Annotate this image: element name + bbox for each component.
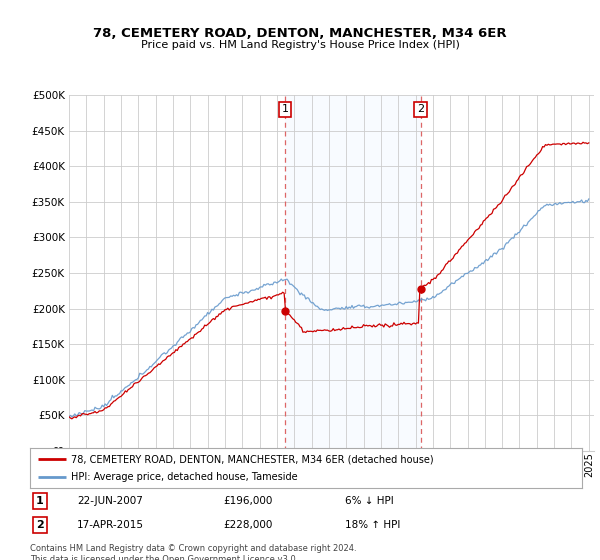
Text: £228,000: £228,000 xyxy=(223,520,272,530)
Text: £196,000: £196,000 xyxy=(223,496,272,506)
Text: 78, CEMETERY ROAD, DENTON, MANCHESTER, M34 6ER: 78, CEMETERY ROAD, DENTON, MANCHESTER, M… xyxy=(93,27,507,40)
Text: 1: 1 xyxy=(36,496,44,506)
Text: 1: 1 xyxy=(281,104,289,114)
Text: Price paid vs. HM Land Registry's House Price Index (HPI): Price paid vs. HM Land Registry's House … xyxy=(140,40,460,50)
Text: 78, CEMETERY ROAD, DENTON, MANCHESTER, M34 6ER (detached house): 78, CEMETERY ROAD, DENTON, MANCHESTER, M… xyxy=(71,454,434,464)
Text: Contains HM Land Registry data © Crown copyright and database right 2024.
This d: Contains HM Land Registry data © Crown c… xyxy=(30,544,356,560)
Text: HPI: Average price, detached house, Tameside: HPI: Average price, detached house, Tame… xyxy=(71,473,298,482)
Text: 18% ↑ HPI: 18% ↑ HPI xyxy=(344,520,400,530)
Text: 2: 2 xyxy=(417,104,424,114)
Text: 22-JUN-2007: 22-JUN-2007 xyxy=(77,496,143,506)
Text: 2: 2 xyxy=(36,520,44,530)
Text: 6% ↓ HPI: 6% ↓ HPI xyxy=(344,496,394,506)
Bar xyxy=(285,95,421,451)
Text: 17-APR-2015: 17-APR-2015 xyxy=(77,520,144,530)
